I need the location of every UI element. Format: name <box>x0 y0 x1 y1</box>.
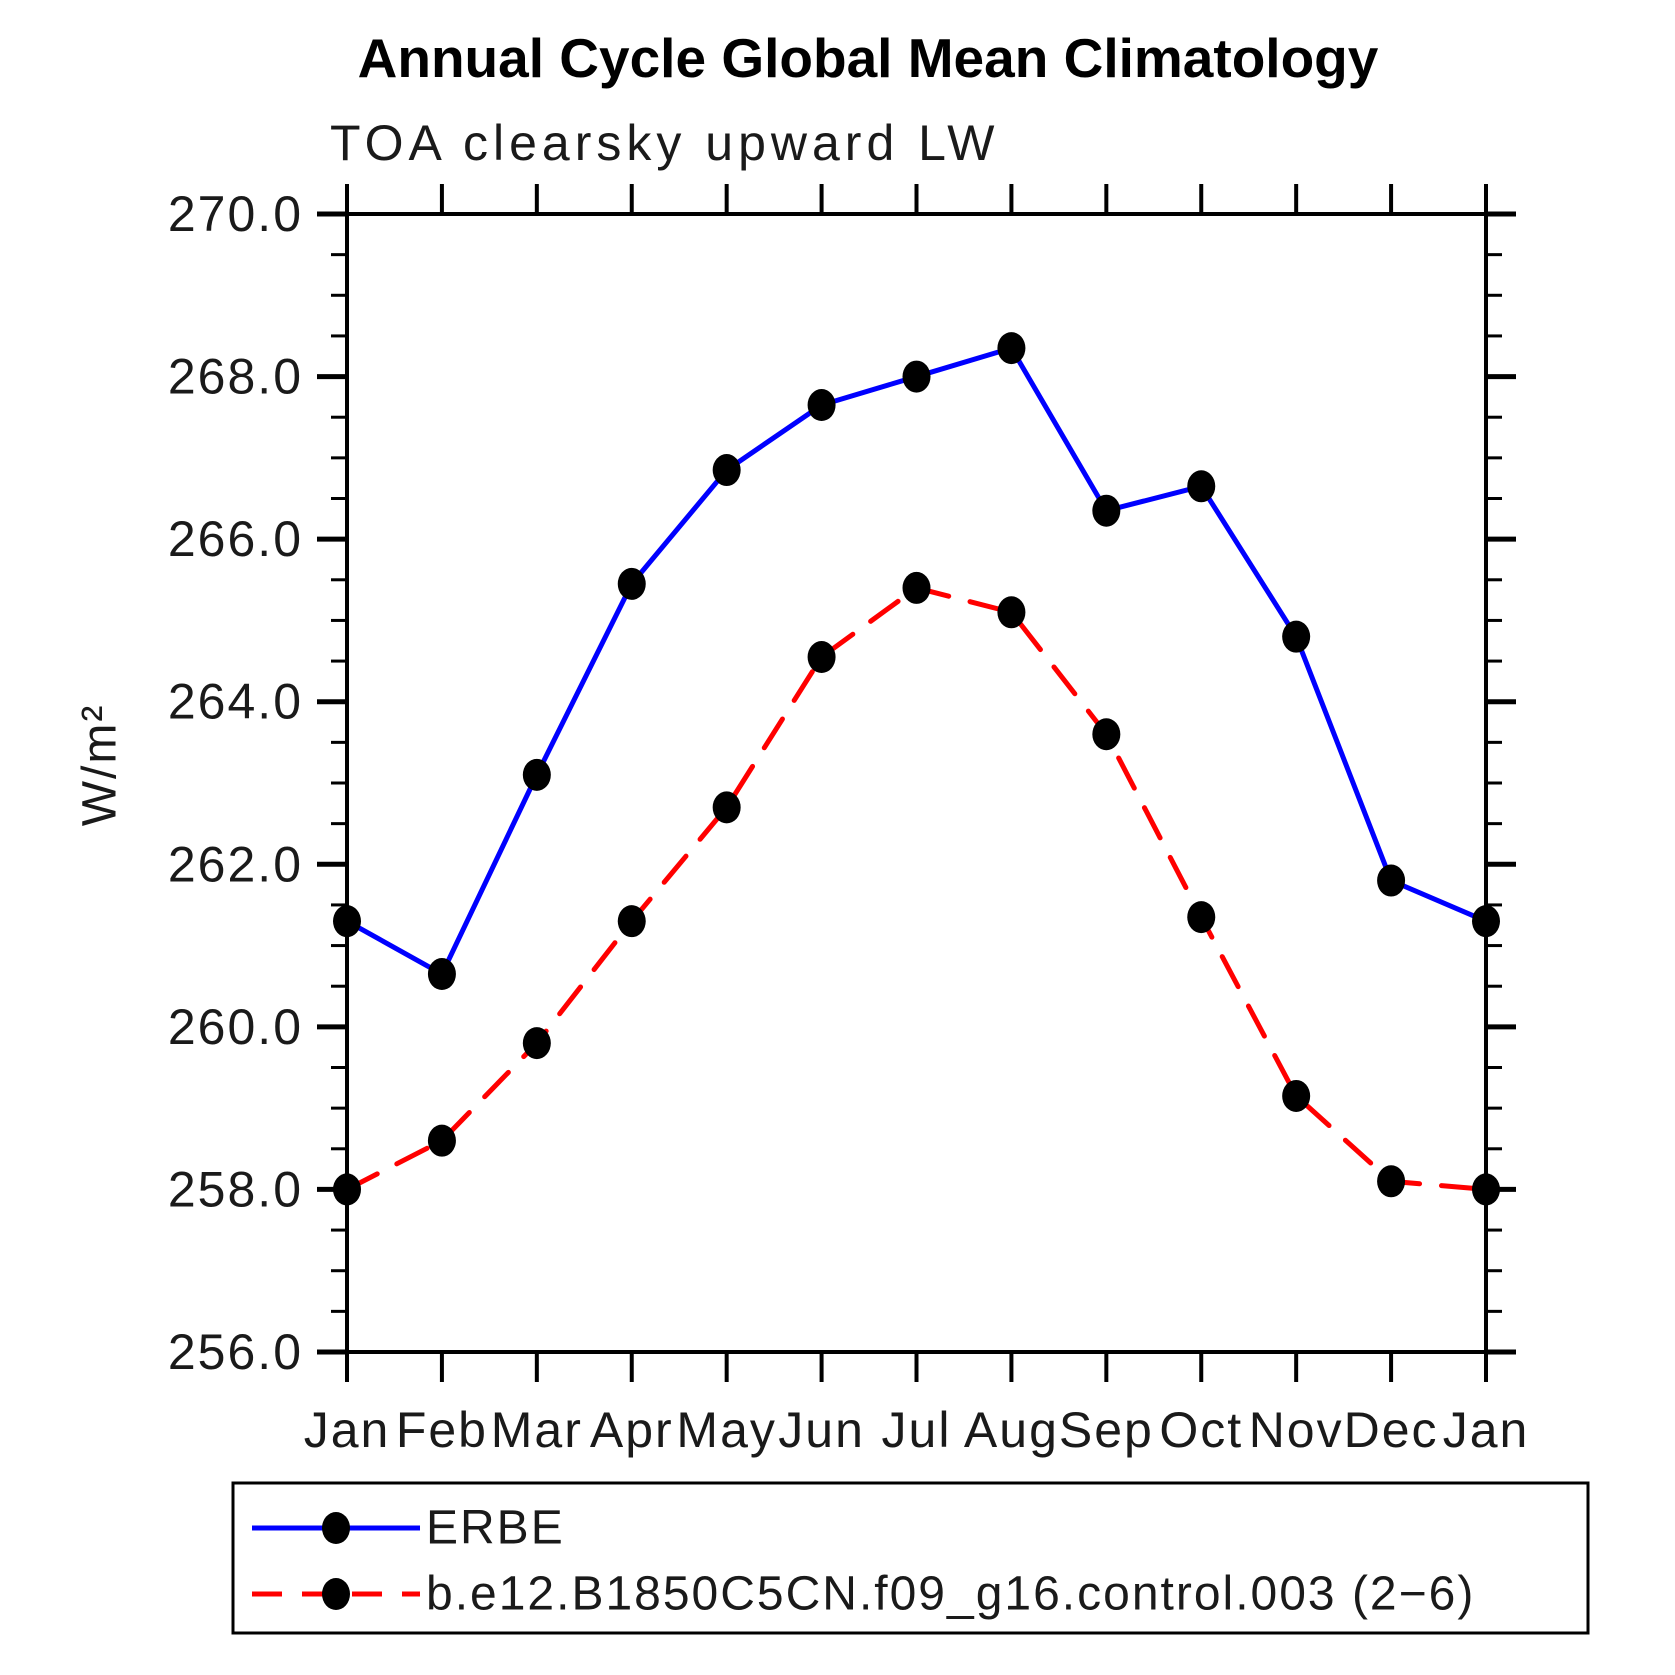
data-point-model-6 <box>902 571 931 604</box>
data-point-model-7 <box>997 596 1026 629</box>
x-tick-label-oct-9: Oct <box>1159 1402 1243 1458</box>
x-tick-label-apr-3: Apr <box>590 1402 674 1458</box>
x-tick-label-aug-7: Aug <box>964 1402 1059 1458</box>
data-point-model-9 <box>1187 901 1216 934</box>
data-point-erbe-11 <box>1377 864 1406 897</box>
data-point-model-3 <box>617 905 646 938</box>
x-tick-label-jan-0: Jan <box>304 1402 391 1458</box>
data-point-erbe-7 <box>997 332 1026 365</box>
y-tick-label: 264.0 <box>168 674 303 730</box>
x-tick-label-may-4: May <box>676 1402 776 1458</box>
y-tick-label: 266.0 <box>168 511 303 567</box>
page-title: Annual Cycle Global Mean Climatology <box>357 27 1379 89</box>
y-tick-label: 256.0 <box>168 1324 303 1380</box>
plot-area: 256.0 258.0 260.0 262.0 264.0 266.0 268.0 270.0… <box>168 184 1530 1458</box>
x-tick-label-dec-11: Dec <box>1344 1402 1439 1458</box>
legend-label-erbe: ERBE <box>426 1502 565 1555</box>
y-tick-label: 262.0 <box>168 836 303 892</box>
data-point-erbe-9 <box>1187 470 1216 503</box>
data-point-erbe-1 <box>427 958 456 991</box>
x-tick-label-jun-5: Jun <box>778 1402 865 1458</box>
legend-marker-erbe <box>322 1512 350 1544</box>
legend: ERBE b.e12.B1850C5CN.f09_g16.control.003… <box>231 1481 1590 1635</box>
chart-subtitle: TOA clearsky upward LW <box>330 115 1000 171</box>
data-point-model-4 <box>712 791 741 824</box>
data-point-model-10 <box>1282 1079 1311 1112</box>
data-point-erbe-8 <box>1092 494 1121 527</box>
series-line-model <box>344 585 1489 1192</box>
data-point-erbe-12 <box>1472 905 1500 938</box>
data-point-erbe-6 <box>902 360 931 393</box>
x-tick-label-nov-10: Nov <box>1249 1402 1344 1458</box>
x-tick-label-sep-8: Sep <box>1059 1402 1154 1458</box>
data-point-model-2 <box>522 1027 551 1060</box>
y-tick-label: 270.0 <box>168 186 303 242</box>
legend-marker-model <box>322 1578 350 1610</box>
data-point-erbe-4 <box>712 454 741 487</box>
legend-label-model: b.e12.B1850C5CN.f09_g16.control.003 (2−6… <box>426 1568 1475 1621</box>
x-tick-label-feb-1: Feb <box>396 1402 488 1458</box>
data-point-model-11 <box>1377 1165 1406 1198</box>
legend-box <box>231 1481 1590 1635</box>
data-point-model-12 <box>1472 1173 1500 1206</box>
data-point-erbe-10 <box>1282 620 1311 653</box>
x-tick-label-jan-12: Jan <box>1443 1402 1530 1458</box>
data-point-erbe-5 <box>807 389 836 422</box>
y-tick-label: 260.0 <box>168 999 303 1055</box>
series-line-erbe <box>344 345 1489 977</box>
y-tick-label: 268.0 <box>168 349 303 405</box>
data-point-model-8 <box>1092 718 1121 751</box>
x-tick-label-mar-2: Mar <box>491 1402 583 1458</box>
data-point-model-0 <box>333 1173 361 1206</box>
data-point-model-5 <box>807 641 836 674</box>
data-point-erbe-3 <box>617 567 646 600</box>
data-point-erbe-0 <box>333 905 361 938</box>
x-tick-label-jul-6: Jul <box>882 1402 952 1458</box>
data-point-erbe-2 <box>522 758 551 791</box>
data-point-model-1 <box>427 1124 456 1157</box>
y-tick-label: 258.0 <box>168 1161 303 1217</box>
